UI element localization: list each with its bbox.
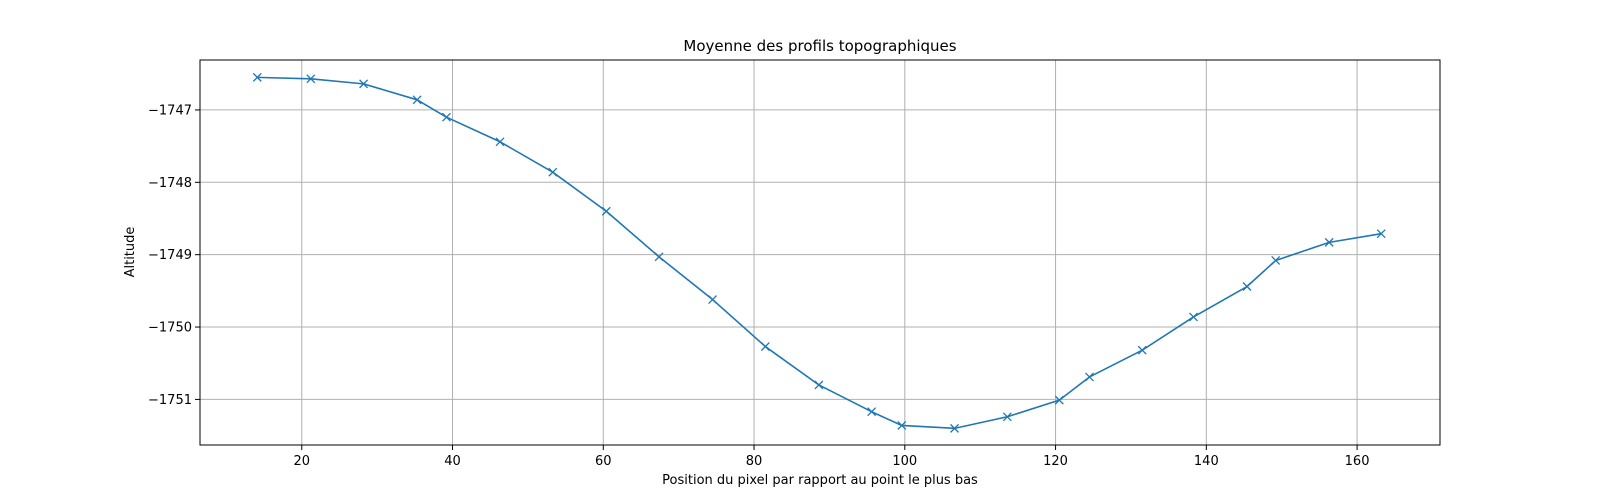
y-tick-label: −1749 [148, 248, 192, 263]
data-point-marker [412, 95, 422, 105]
series-line [257, 76, 1382, 430]
data-point-marker [1242, 282, 1252, 291]
data-point-marker [950, 423, 960, 433]
x-tick-label: 100 [892, 454, 917, 469]
x-tick-label: 140 [1194, 454, 1219, 469]
data-point-marker [1054, 395, 1064, 405]
tick-layer: 20 40 60 80 100 120 140 160 −1747 −1748 −1749 −1750… [148, 103, 1369, 469]
marker-layer [252, 72, 1386, 433]
line-layer [257, 76, 1382, 430]
data-point-marker [306, 74, 316, 84]
plot-frame [199, 59, 1441, 446]
x-tick-label: 80 [746, 454, 763, 469]
data-point-marker [814, 380, 824, 390]
chart-title: Moyenne des profils topographiques [683, 37, 956, 55]
y-tick-label: −1747 [148, 103, 192, 118]
y-tick-label: −1750 [148, 321, 192, 336]
data-point-marker [1189, 312, 1198, 322]
data-point-marker [495, 137, 505, 147]
data-point-marker [654, 252, 664, 262]
data-point-marker [1002, 412, 1012, 422]
y-tick-label: −1748 [148, 176, 192, 191]
data-point-marker [359, 79, 369, 89]
x-tick-label: 60 [595, 454, 612, 469]
data-point-marker [1376, 229, 1386, 239]
x-tick-label: 40 [444, 454, 461, 469]
data-point-marker [252, 72, 262, 82]
data-point-marker [548, 167, 558, 177]
x-tick-label: 20 [293, 454, 310, 469]
x-tick-label: 120 [1043, 454, 1068, 469]
data-point-marker [1137, 345, 1147, 355]
data-point-marker [1085, 372, 1094, 382]
data-point-marker [1271, 256, 1281, 265]
x-tick-label: 160 [1345, 454, 1370, 469]
data-point-marker [601, 206, 611, 216]
data-point-marker [760, 342, 770, 352]
y-tick-label: −1751 [148, 393, 192, 408]
data-point-marker [442, 112, 451, 122]
x-axis-label: Position du pixel par rapport au point l… [662, 473, 978, 488]
grid-layer [200, 60, 1440, 445]
y-axis-label: Altitude [123, 227, 138, 278]
data-point-marker [897, 421, 907, 430]
data-point-marker [708, 295, 718, 304]
data-point-marker [1324, 237, 1334, 247]
data-point-marker [867, 407, 877, 417]
